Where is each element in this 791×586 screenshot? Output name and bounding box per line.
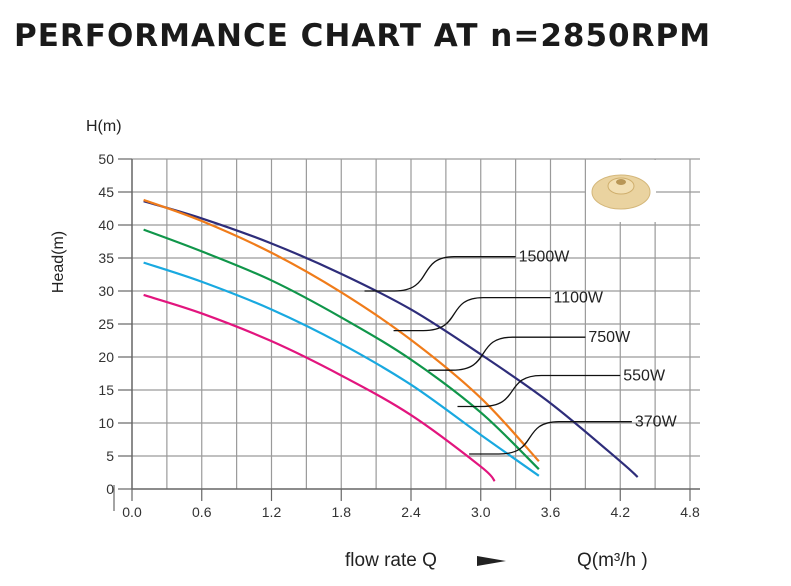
series-curves	[143, 198, 639, 482]
series-label-1100w: 1100W	[554, 290, 604, 307]
series-callouts: 1500W 1100W 750W 550W 370W	[364, 249, 678, 455]
series-line-750w	[143, 228, 540, 470]
series-label-370w: 370W	[635, 414, 678, 431]
series-label-750w: 750W	[588, 329, 631, 346]
callout-leader	[428, 336, 586, 371]
y-tick-label: 50	[98, 151, 114, 167]
y-tick-label: 25	[98, 316, 114, 332]
y-tick-label: 15	[98, 382, 114, 398]
x-tick-label: 0.0	[122, 504, 142, 520]
callout-leader	[469, 421, 632, 455]
x-tick-label: 4.2	[611, 504, 631, 520]
chart-title: PERFORMANCE CHART AT n=2850RPM	[14, 18, 712, 54]
chart-axes	[113, 158, 700, 511]
y-tick-label: 0	[106, 481, 114, 497]
x-unit-label: Q(m³/h )	[577, 550, 648, 571]
x-tick-label: 1.2	[262, 504, 282, 520]
y-tick-label: 45	[98, 184, 114, 200]
arrow-right-icon	[477, 556, 506, 566]
callout-leader	[457, 374, 621, 408]
y-tick-label: 35	[98, 250, 114, 266]
y-tick-label: 5	[106, 448, 114, 464]
x-tick-label: 2.4	[401, 504, 421, 520]
y-tick-label: 10	[98, 415, 114, 431]
x-axis-title: flow rate Q	[345, 550, 437, 571]
y-unit-label: H(m)	[86, 118, 122, 135]
x-tick-labels: 0.0 0.6 1.2 1.8 2.4 3.0 3.6 4.2 4.8	[122, 504, 700, 520]
x-tick-label: 0.6	[192, 504, 212, 520]
series-line-1500w	[143, 200, 639, 478]
callout-leader	[364, 256, 516, 292]
series-line-550w	[143, 261, 540, 477]
y-tick-label: 20	[98, 349, 114, 365]
impeller-image	[586, 160, 656, 222]
y-tick-label: 30	[98, 283, 114, 299]
series-line-1100w	[143, 198, 540, 463]
callout-leader	[393, 296, 551, 332]
series-line-370w	[143, 293, 496, 482]
y-axis-title: Head(m)	[50, 231, 67, 293]
y-tick-labels: 0 5 10 15 20 25 30 35 40 45 50	[98, 151, 114, 497]
y-tick-label: 40	[98, 217, 114, 233]
x-tick-label: 3.6	[541, 504, 561, 520]
series-label-1500w: 1500W	[519, 249, 571, 266]
x-tick-label: 4.8	[680, 504, 700, 520]
x-tick-label: 1.8	[332, 504, 352, 520]
x-tick-label: 3.0	[471, 504, 491, 520]
series-label-550w: 550W	[623, 367, 666, 384]
